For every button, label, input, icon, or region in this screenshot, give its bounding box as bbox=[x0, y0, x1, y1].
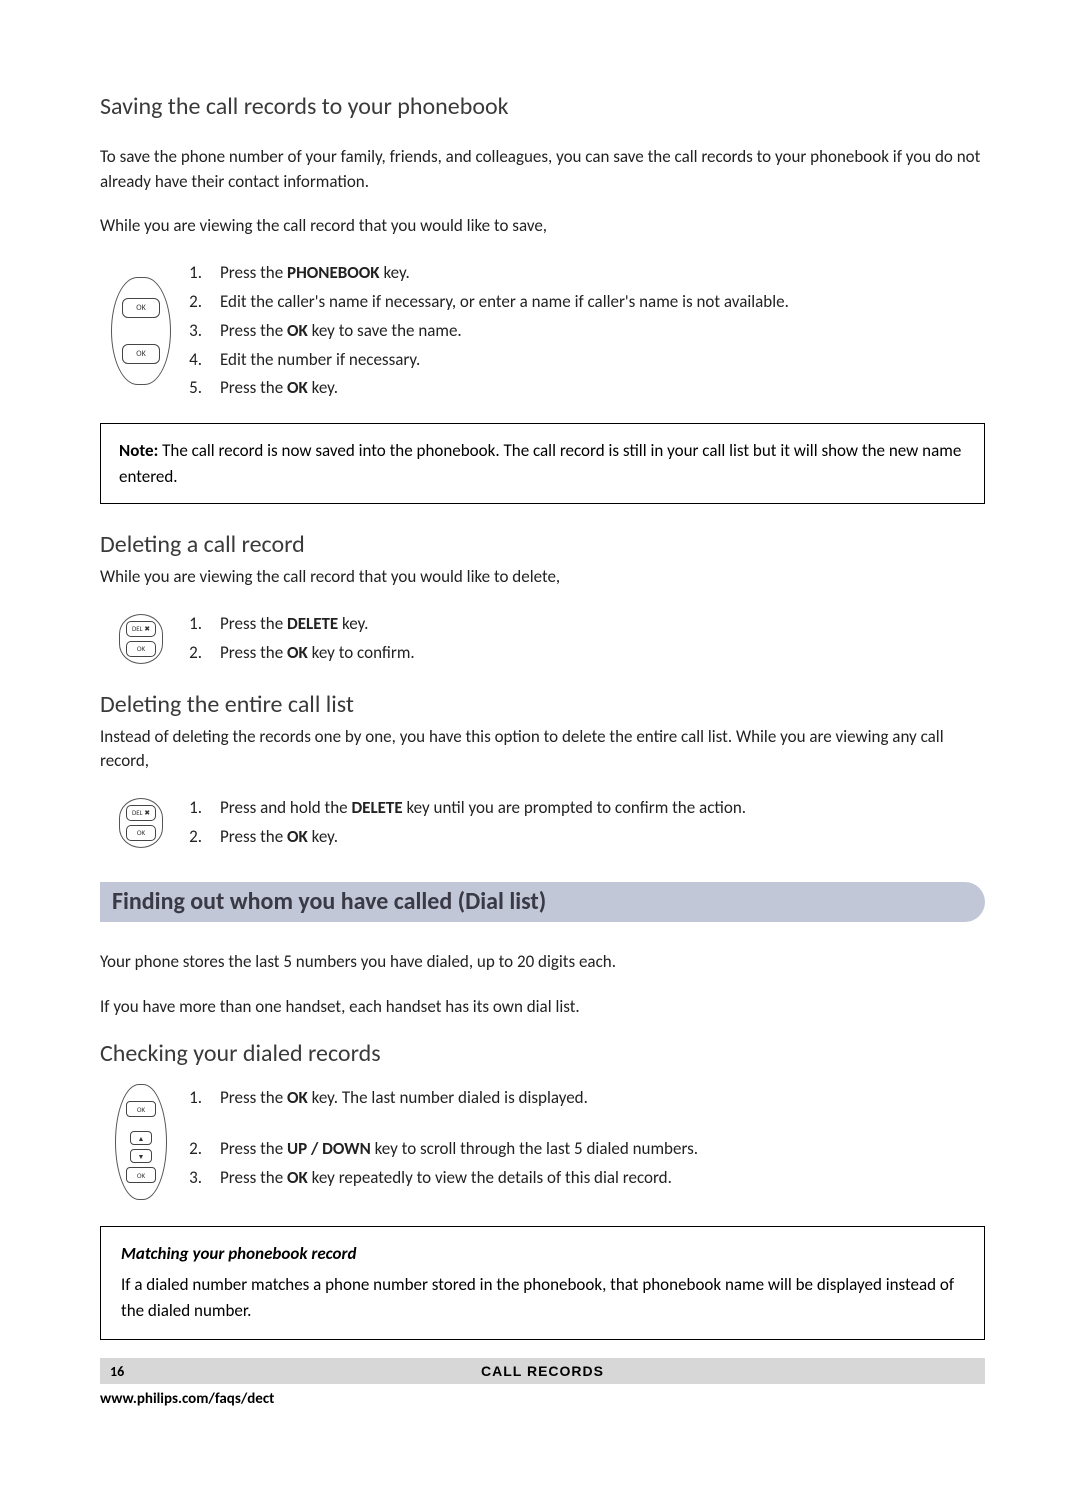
step-text: Press the OK key. The last number dialed… bbox=[220, 1084, 985, 1113]
steps-row-checking: OK ▲ ▼ OK 1. Press the OK key. The last n… bbox=[100, 1084, 985, 1200]
steps-list-checking: 1. Press the OK key. The last number dial… bbox=[182, 1084, 985, 1193]
step-num: 2. bbox=[182, 639, 202, 668]
down-key-icon: ▼ bbox=[130, 1149, 152, 1163]
step-num: 1. bbox=[182, 610, 202, 639]
heading-checking-dialed: Checking your dialed records bbox=[100, 1039, 985, 1068]
keys-illustration-saving: OK OK bbox=[100, 277, 182, 385]
step-text: Edit the caller's name if necessary, or … bbox=[220, 288, 985, 317]
ok-key-icon: OK bbox=[126, 1101, 156, 1117]
ok-key-icon: OK bbox=[126, 825, 156, 841]
lead-delete-record: While you are viewing the call record th… bbox=[100, 565, 985, 590]
lead-delete-list: Instead of deleting the records one by o… bbox=[100, 725, 985, 774]
step-num: 1. bbox=[182, 259, 202, 288]
step-text: Press the PHONEBOOK key. bbox=[220, 259, 985, 288]
step-text: Press the DELETE key. bbox=[220, 610, 985, 639]
section-bar-title: Finding out whom you have called (Dial l… bbox=[112, 887, 546, 916]
step-text: Press the OK key to save the name. bbox=[220, 317, 985, 346]
manual-page: Saving the call records to your phoneboo… bbox=[0, 0, 1080, 1448]
step-num: 5. bbox=[182, 374, 202, 403]
subnote-text: If a dialed number matches a phone numbe… bbox=[121, 1272, 964, 1323]
step-text: Press the OK key. bbox=[220, 374, 985, 403]
key-group: DEL ✖ OK bbox=[119, 798, 163, 848]
intro-saving: To save the phone number of your family,… bbox=[100, 145, 985, 194]
step-text: Press the OK key to confirm. bbox=[220, 639, 985, 668]
step-num: 3. bbox=[182, 1164, 202, 1193]
key-group: OK ▲ ▼ OK bbox=[115, 1084, 167, 1200]
heading-delete-list: Deleting the entire call list bbox=[100, 690, 985, 719]
step-text: Press the UP / DOWN key to scroll throug… bbox=[220, 1135, 985, 1164]
keys-illustration-checking: OK ▲ ▼ OK bbox=[100, 1084, 182, 1200]
step-num: 4. bbox=[182, 346, 202, 375]
step-num: 1. bbox=[182, 794, 202, 823]
ok-key-icon: OK bbox=[122, 344, 160, 364]
steps-row-delete-record: DEL ✖ OK 1. Press the DELETE key. 2. Press… bbox=[100, 610, 985, 668]
ok-key-icon: OK bbox=[126, 1167, 156, 1183]
up-key-icon: ▲ bbox=[130, 1131, 152, 1145]
ok-key-icon: OK bbox=[122, 298, 160, 318]
step-text: Edit the number if necessary. bbox=[220, 346, 985, 375]
heading-saving: Saving the call records to your phoneboo… bbox=[100, 92, 985, 121]
step-num: 2. bbox=[182, 823, 202, 852]
footer-bar: 16 CALL RECORDS bbox=[100, 1358, 985, 1384]
subnote-title: Matching your phonebook record bbox=[121, 1243, 964, 1264]
steps-row-delete-list: DEL ✖ OK 1. Press and hold the DELETE key… bbox=[100, 794, 985, 852]
keys-illustration-delete-record: DEL ✖ OK bbox=[100, 614, 182, 664]
step-num: 1. bbox=[182, 1084, 202, 1113]
step-num: 3. bbox=[182, 317, 202, 346]
note-label: Note: bbox=[119, 440, 158, 461]
step-text: Press the OK key repeatedly to view the … bbox=[220, 1164, 985, 1193]
delete-key-icon: DEL ✖ bbox=[126, 805, 156, 821]
step-text: Press the OK key. bbox=[220, 823, 985, 852]
intro-dial-2: If you have more than one handset, each … bbox=[100, 995, 985, 1020]
footer-title: CALL RECORDS bbox=[100, 1363, 985, 1379]
step-text: Press and hold the DELETE key until you … bbox=[220, 794, 985, 823]
subnote-box-matching: Matching your phonebook record If a dial… bbox=[100, 1226, 985, 1340]
keys-illustration-delete-list: DEL ✖ OK bbox=[100, 798, 182, 848]
note-box-saving: Note: The call record is now saved into … bbox=[100, 423, 985, 504]
key-group: DEL ✖ OK bbox=[119, 614, 163, 664]
step-num: 2. bbox=[182, 288, 202, 317]
section-bar-dial-list: Finding out whom you have called (Dial l… bbox=[100, 882, 985, 922]
note-text: The call record is now saved into the ph… bbox=[119, 440, 961, 487]
footer-url: www.philips.com/faqs/dect bbox=[100, 1390, 985, 1408]
step-num: 2. bbox=[182, 1135, 202, 1164]
lead-saving: While you are viewing the call record th… bbox=[100, 214, 985, 239]
delete-key-icon: DEL ✖ bbox=[126, 621, 156, 637]
steps-list-saving: 1. Press the PHONEBOOK key. 2. Edit the ca… bbox=[182, 259, 985, 403]
steps-list-delete-list: 1. Press and hold the DELETE key until yo… bbox=[182, 794, 985, 852]
heading-delete-record: Deleting a call record bbox=[100, 530, 985, 559]
steps-row-saving: OK OK 1. Press the PHONEBOOK key. 2. Edit … bbox=[100, 259, 985, 403]
intro-dial-1: Your phone stores the last 5 numbers you… bbox=[100, 950, 985, 975]
ok-key-icon: OK bbox=[126, 641, 156, 657]
steps-list-delete-record: 1. Press the DELETE key. 2. Press the OK k… bbox=[182, 610, 985, 668]
key-group: OK OK bbox=[111, 277, 171, 385]
